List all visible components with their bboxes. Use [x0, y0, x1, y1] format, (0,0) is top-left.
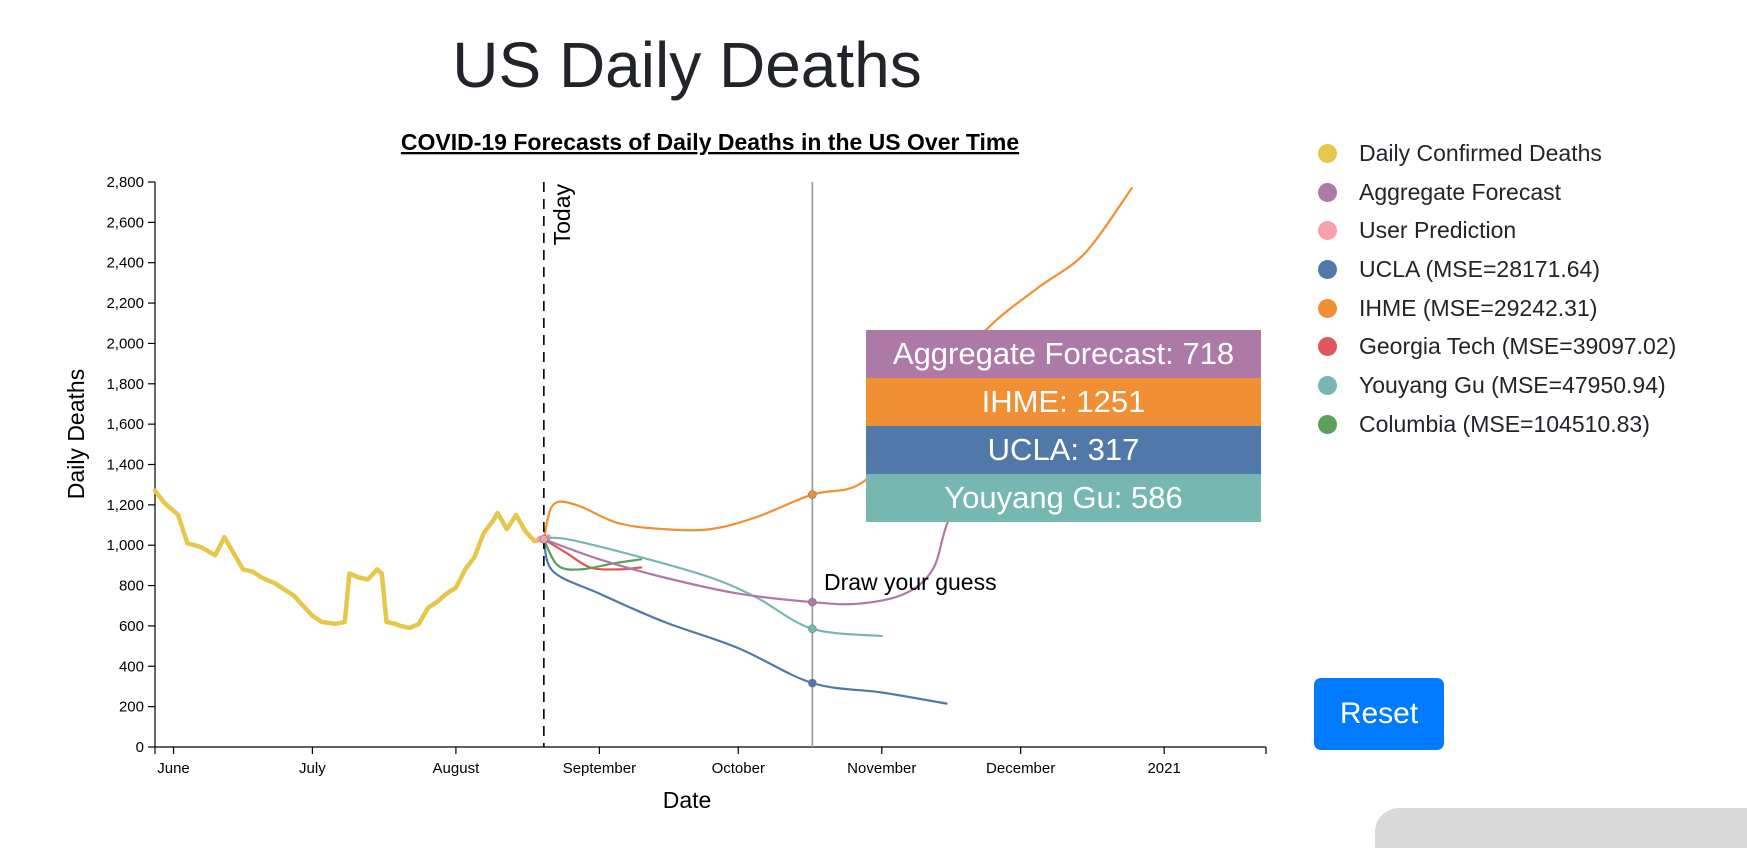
x-tick-label: October [712, 760, 765, 777]
marker-aggregate-forecast [808, 597, 817, 607]
x-tick-label: December [986, 760, 1055, 777]
legend-label: User Prediction [1359, 217, 1517, 244]
legend-label: Youyang Gu (MSE=47950.94) [1359, 371, 1666, 398]
y-tick-label: 400 [119, 658, 144, 675]
y-tick-label: 2,000 [106, 335, 144, 352]
legend-dot-icon [1318, 298, 1337, 318]
overlay: Today [539, 182, 817, 747]
legend-item: User Prediction [1318, 211, 1676, 250]
x-tick-label: September [563, 760, 636, 777]
y-tick-label: 200 [119, 699, 144, 716]
y-tick-label: 2,800 [106, 174, 144, 191]
y-tick-label: 600 [119, 618, 144, 635]
y-tick-label: 1,600 [106, 416, 144, 433]
marker-ucla [808, 678, 817, 688]
series-line-daily-confirmed-deaths [152, 488, 547, 631]
y-tick-label: 800 [119, 578, 144, 595]
x-axis-label: Date [663, 787, 712, 813]
tooltip-row-youyang-gu: Youyang Gu: 586 [866, 474, 1261, 522]
legend-dot-icon [1318, 375, 1337, 395]
y-tick-label: 2,400 [106, 255, 144, 272]
forecast-chart[interactable]: COVID-19 Forecasts of Daily Deaths in th… [0, 0, 1300, 820]
tooltip-row-aggregate: Aggregate Forecast: 718 [866, 330, 1261, 378]
legend-dot-icon [1318, 259, 1337, 279]
legend-item: IHME (MSE=29242.31) [1318, 289, 1676, 328]
series-line-columbia [542, 538, 643, 571]
x-tick-label: July [299, 760, 326, 777]
legend-item: Georgia Tech (MSE=39097.02) [1318, 327, 1676, 366]
legend-item: Aggregate Forecast [1318, 173, 1676, 212]
legend-item: Columbia (MSE=104510.83) [1318, 405, 1676, 444]
legend-dot-icon [1318, 414, 1337, 434]
y-tick-label: 2,600 [106, 214, 144, 231]
legend-item: Daily Confirmed Deaths [1318, 134, 1676, 173]
legend-label: Daily Confirmed Deaths [1359, 139, 1602, 166]
page-title: US Daily Deaths [452, 29, 922, 101]
legend-label: UCLA (MSE=28171.64) [1359, 255, 1600, 282]
axes: 0 200 400 600 800 1,000 1,200 1,400 1,600 1,800 2,… [106, 174, 1267, 777]
marker-youyang-gu [808, 624, 817, 634]
x-tick-label: August [433, 760, 481, 777]
chart-title: COVID-19 Forecasts of Daily Deaths in th… [401, 129, 1019, 155]
today-label: Today [549, 184, 575, 246]
series-lines [152, 187, 1133, 705]
legend-label: Georgia Tech (MSE=39097.02) [1359, 333, 1677, 360]
scroll-area-edge [1375, 808, 1747, 848]
marker-ihme [808, 490, 817, 499]
draw-your-guess-label: Draw your guess [824, 569, 997, 595]
legend-item: UCLA (MSE=28171.64) [1318, 250, 1676, 289]
hover-tooltip: Aggregate Forecast: 718 IHME: 1251 UCLA:… [866, 330, 1261, 522]
legend: Daily Confirmed Deaths Aggregate Forecast… [1318, 134, 1676, 444]
x-tick-label: November [847, 760, 916, 777]
y-axis-label: Daily Deaths [63, 369, 89, 499]
y-tick-label: 1,000 [106, 537, 144, 554]
x-tick-label: June [157, 760, 190, 777]
y-tick-label: 1,400 [106, 457, 144, 474]
legend-dot-icon [1318, 143, 1337, 163]
tooltip-row-ihme: IHME: 1251 [866, 378, 1261, 426]
tooltip-row-ucla: UCLA: 317 [866, 426, 1261, 474]
legend-label: Columbia (MSE=104510.83) [1359, 410, 1650, 437]
y-tick-label: 0 [136, 739, 144, 756]
legend-label: Aggregate Forecast [1359, 178, 1562, 205]
legend-dot-icon [1318, 182, 1337, 202]
reset-button[interactable]: Reset [1314, 678, 1444, 750]
y-tick-label: 1,800 [106, 376, 144, 393]
y-tick-label: 1,200 [106, 497, 144, 514]
legend-dot-icon [1318, 337, 1337, 357]
y-tick-label: 2,200 [106, 295, 144, 312]
marker-user-prediction [539, 534, 549, 544]
legend-item: Youyang Gu (MSE=47950.94) [1318, 366, 1676, 405]
series-line-ucla [542, 538, 948, 705]
series-line-ihme [542, 187, 1133, 541]
legend-dot-icon [1318, 221, 1337, 241]
x-tick-label: 2021 [1147, 760, 1180, 777]
legend-label: IHME (MSE=29242.31) [1359, 294, 1598, 321]
series-line-aggregate-forecast [542, 463, 971, 606]
